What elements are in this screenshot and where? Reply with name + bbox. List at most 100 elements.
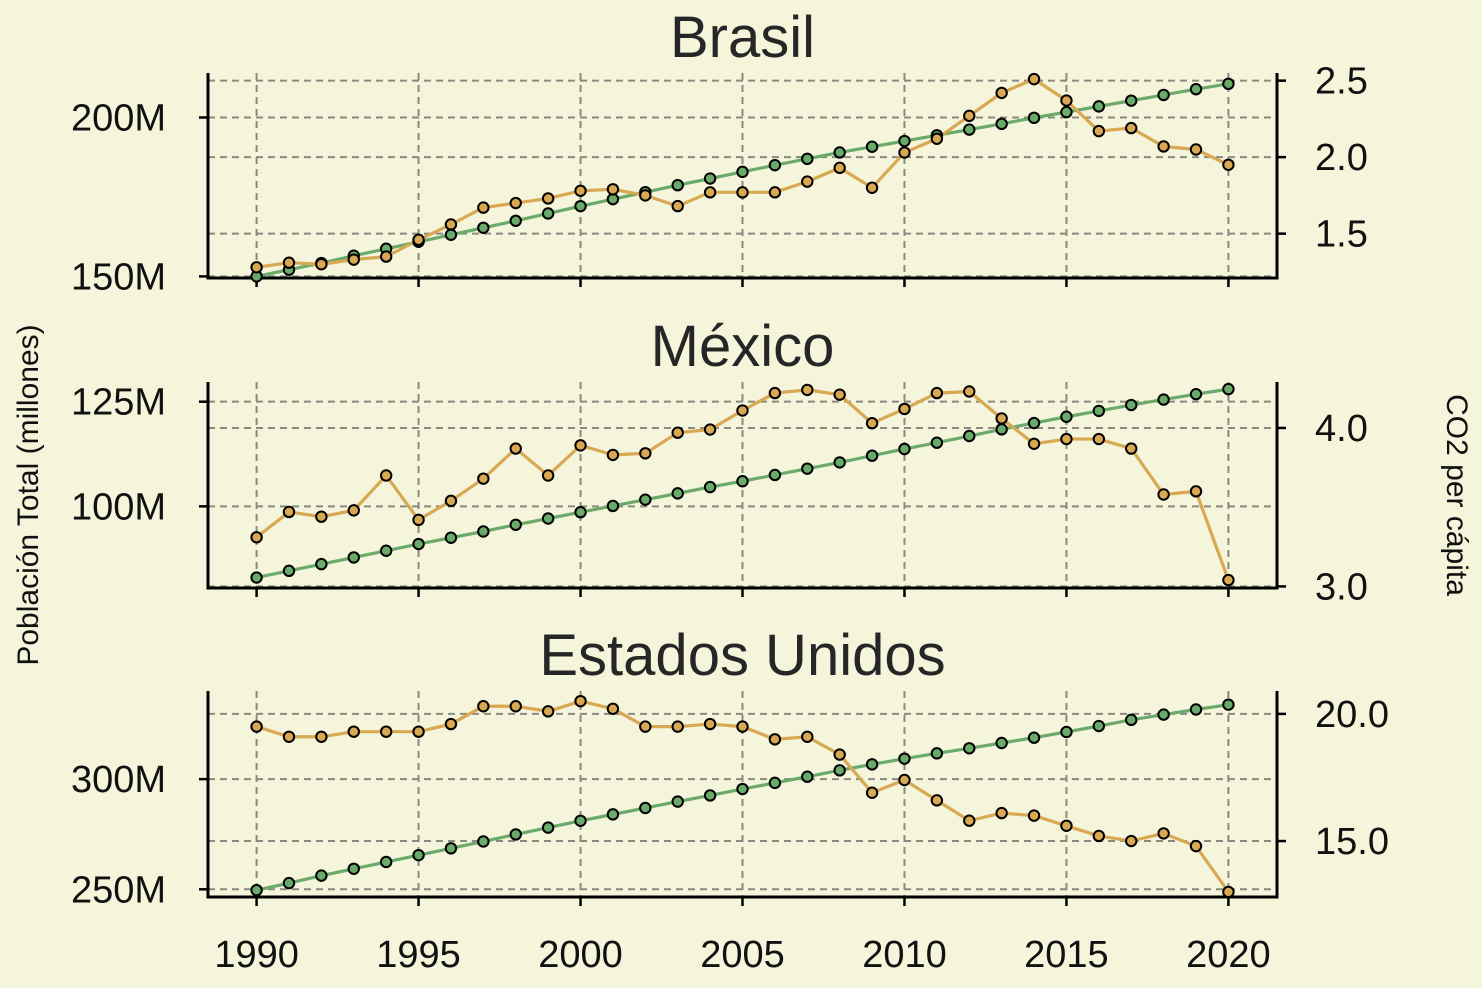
panel-title: Estados Unidos xyxy=(539,623,945,688)
left-tick-label: 150M xyxy=(71,256,166,298)
co2-point xyxy=(347,504,360,517)
co2-point xyxy=(1125,121,1138,135)
co2-point xyxy=(1222,573,1235,587)
population-point xyxy=(1027,731,1041,744)
co2-point xyxy=(639,447,652,460)
co2-point xyxy=(347,725,360,738)
co2-point xyxy=(703,717,717,731)
population-point xyxy=(574,199,587,213)
population-point xyxy=(1027,416,1041,430)
co2-point xyxy=(833,388,846,401)
co2-point xyxy=(477,201,490,214)
population-point xyxy=(995,736,1008,750)
right-tick-label: 3.0 xyxy=(1315,566,1368,608)
population-point xyxy=(768,158,782,172)
axis-spines xyxy=(206,691,1279,899)
left-tick-label: 250M xyxy=(71,869,166,911)
population-point xyxy=(574,814,587,827)
population-point xyxy=(541,821,555,834)
population-point xyxy=(574,506,587,519)
co2-point xyxy=(898,773,911,787)
x-tick-label: 1995 xyxy=(376,934,461,976)
co2-point xyxy=(1092,124,1106,138)
population-point xyxy=(444,531,458,544)
x-tick-label: 2020 xyxy=(1186,934,1271,976)
population-point xyxy=(379,544,393,557)
co2-point xyxy=(606,448,620,462)
population-point xyxy=(412,848,425,862)
population-point xyxy=(963,123,976,136)
population-point xyxy=(509,828,522,841)
population-point xyxy=(347,862,360,875)
co2-point xyxy=(1125,834,1138,848)
population-point xyxy=(995,423,1008,436)
co2-point xyxy=(671,426,684,439)
population-point xyxy=(1222,382,1235,396)
population-point xyxy=(250,883,263,897)
co2-point xyxy=(671,199,684,213)
co2-point xyxy=(379,250,393,263)
co2-point xyxy=(703,186,717,199)
co2-point xyxy=(833,161,846,175)
co2-point xyxy=(444,494,458,508)
right-tick-label: 15.0 xyxy=(1315,821,1389,863)
co2-point xyxy=(671,720,684,733)
co2-point xyxy=(315,730,328,743)
population-point xyxy=(315,557,328,571)
co2-point xyxy=(412,513,425,527)
population-point xyxy=(703,789,717,802)
population-point xyxy=(315,869,328,882)
axis-spines xyxy=(206,382,1279,590)
co2-point xyxy=(541,469,555,482)
population-point xyxy=(801,152,814,166)
co2-point xyxy=(995,86,1008,100)
population-point xyxy=(509,518,522,531)
population-point xyxy=(1222,77,1235,91)
co2-point xyxy=(574,694,587,708)
x-tick-label: 2005 xyxy=(700,934,785,976)
co2-point xyxy=(509,442,522,455)
population-point xyxy=(930,436,944,449)
panel-title: Brasil xyxy=(670,5,815,70)
population-point xyxy=(1157,88,1170,102)
co2-point xyxy=(379,469,393,482)
population-point xyxy=(930,747,944,760)
population-point xyxy=(606,192,620,206)
co2-point xyxy=(509,196,522,210)
population-point xyxy=(477,525,490,538)
co2-point xyxy=(639,720,652,733)
population-point xyxy=(477,221,490,234)
co2-point xyxy=(963,109,976,123)
population-point xyxy=(898,752,911,765)
population-point xyxy=(1092,100,1106,113)
co2-point xyxy=(379,725,393,738)
co2-point xyxy=(412,725,425,738)
population-point xyxy=(703,480,717,494)
population-point xyxy=(703,172,717,185)
co2-point xyxy=(898,146,911,159)
co2-point xyxy=(1027,72,1041,86)
co2-point xyxy=(1189,143,1203,156)
population-point xyxy=(768,776,782,790)
population-point xyxy=(963,742,976,755)
population-point xyxy=(833,456,846,469)
population-point xyxy=(1125,94,1138,107)
population-point xyxy=(606,808,620,821)
co2-point xyxy=(1092,829,1106,843)
population-point xyxy=(379,855,393,869)
population-point xyxy=(606,499,620,513)
co2-point xyxy=(444,717,458,731)
co2-point xyxy=(930,386,944,400)
population-point xyxy=(347,551,360,564)
population-point xyxy=(963,429,976,443)
right-tick-label: 1.5 xyxy=(1315,214,1368,256)
population-point xyxy=(1027,111,1041,125)
population-point xyxy=(736,165,749,179)
co2-point xyxy=(250,720,263,733)
population-point xyxy=(801,462,814,475)
co2-point xyxy=(930,794,944,807)
population-point xyxy=(1222,698,1235,711)
x-tick-label: 2015 xyxy=(1024,934,1109,976)
co2-point xyxy=(801,175,814,188)
